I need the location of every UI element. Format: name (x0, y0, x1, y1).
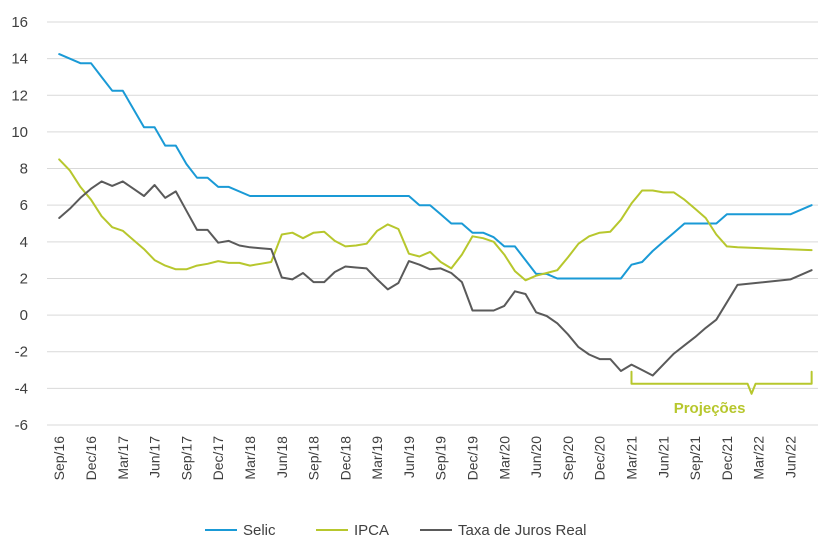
x-tick-label: Mar/21 (623, 436, 639, 480)
y-tick-label: 8 (20, 161, 28, 178)
x-tick-label: Mar/19 (369, 436, 385, 480)
x-tick-label: Mar/20 (496, 436, 512, 480)
x-tick-label: Jun/21 (655, 436, 671, 478)
x-tick-label: Dec/17 (210, 436, 226, 481)
x-tick-label: Sep/21 (687, 436, 703, 481)
gridlines (47, 21, 818, 426)
x-tick-label: Sep/18 (306, 436, 322, 481)
x-tick-label: Dec/20 (592, 436, 608, 481)
x-tick-label: Jun/22 (782, 436, 798, 478)
series-lines (58, 53, 813, 377)
legend-label: IPCA (354, 522, 389, 539)
x-axis-ticks: Sep/16 Dec/16 Mar/17 Jun/17 Sep/17 Dec/17 Mar/… (51, 436, 798, 481)
x-tick-label: Sep/17 (178, 436, 194, 481)
x-tick-label: Mar/17 (115, 436, 131, 480)
x-tick-label: Sep/19 (433, 436, 449, 481)
x-tick-label: Jun/19 (401, 436, 417, 478)
y-tick-label: -2 (15, 344, 28, 361)
x-tick-label: Sep/16 (51, 436, 67, 481)
x-tick-label: Dec/16 (83, 436, 99, 481)
x-tick-label: Jun/17 (147, 436, 163, 478)
projection-label: Projeções (674, 400, 746, 417)
x-tick-label: Sep/20 (560, 436, 576, 481)
legend: Selic IPCA Taxa de Juros Real (205, 522, 586, 539)
y-tick-label: -6 (15, 417, 28, 434)
x-tick-label: Dec/19 (465, 436, 481, 481)
x-tick-label: Dec/18 (337, 436, 353, 481)
series-line-2 (58, 180, 813, 377)
x-tick-label: Mar/22 (751, 436, 767, 480)
y-tick-label: 16 (11, 14, 28, 31)
x-tick-label: Jun/20 (528, 436, 544, 478)
x-tick-label: Mar/18 (242, 436, 258, 480)
y-tick-label: 4 (20, 234, 28, 251)
y-tick-label: -4 (15, 380, 28, 397)
x-tick-label: Dec/21 (719, 436, 735, 481)
y-tick-label: 6 (20, 197, 28, 214)
y-tick-label: 0 (20, 307, 28, 324)
series-line-1 (58, 158, 813, 282)
legend-label: Taxa de Juros Real (458, 522, 586, 539)
projection-annotation: Projeções (630, 370, 813, 417)
y-tick-label: 12 (11, 87, 28, 104)
y-axis-ticks: 16 14 12 10 8 6 4 2 0 -2 -4 -6 (11, 14, 28, 434)
y-tick-label: 10 (11, 124, 28, 141)
y-tick-label: 14 (11, 51, 28, 68)
y-tick-label: 2 (20, 270, 28, 287)
projection-bracket (630, 370, 813, 395)
legend-label: Selic (243, 522, 276, 539)
x-tick-label: Jun/18 (274, 436, 290, 478)
series-line-0 (58, 53, 813, 280)
